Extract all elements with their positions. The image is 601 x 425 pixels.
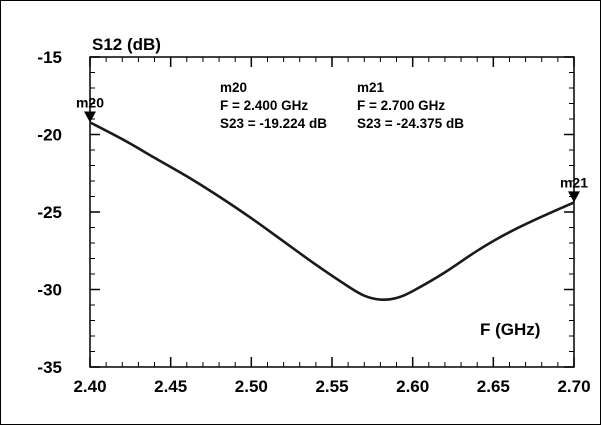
x-tick-label: 2.55 (315, 377, 348, 396)
marker-m21-label: m21 (560, 174, 588, 190)
x-tick-label: 2.70 (557, 377, 590, 396)
y-tick-label: -15 (37, 48, 62, 67)
annotation-m21-line3: S23 = -24.375 dB (357, 116, 464, 131)
y-tick-label: -35 (37, 358, 62, 377)
x-tick-labels: 2.40 2.45 2.50 2.55 2.60 2.65 2.70 (73, 377, 590, 396)
y-tick-labels: -15 -20 -25 -30 -35 (37, 48, 62, 377)
x-axis-title: F (GHz) (480, 320, 540, 339)
annotation-m21-line1: m21 (357, 80, 385, 95)
annotation-m21: m21 F = 2.700 GHz S23 = -24.375 dB (357, 80, 464, 131)
marker-m21-triangle (568, 191, 580, 203)
y-tick-label: -25 (37, 203, 62, 222)
x-tick-label: 2.45 (154, 377, 187, 396)
y-tick-label: -30 (37, 281, 62, 300)
annotation-m20-line3: S23 = -19.224 dB (220, 116, 327, 131)
annotation-m20-line1: m20 (220, 80, 247, 95)
markers: m20 m21 (76, 94, 588, 203)
x-tick-label: 2.60 (396, 377, 429, 396)
x-tick-label: 2.40 (73, 377, 106, 396)
annotation-m20-line2: F = 2.400 GHz (220, 98, 308, 113)
marker-m20-label: m20 (76, 94, 104, 110)
marker-m20-triangle (84, 111, 96, 123)
y-axis-title: S12 (dB) (92, 35, 161, 54)
annotation-m20: m20 F = 2.400 GHz S23 = -19.224 dB (220, 80, 327, 131)
y-tick-label: -20 (37, 126, 62, 145)
annotation-m21-line2: F = 2.700 GHz (357, 98, 445, 113)
series-line (89, 121, 575, 302)
axis-ticks (89, 56, 575, 368)
x-tick-label: 2.50 (235, 377, 268, 396)
x-tick-label: 2.65 (477, 377, 510, 396)
